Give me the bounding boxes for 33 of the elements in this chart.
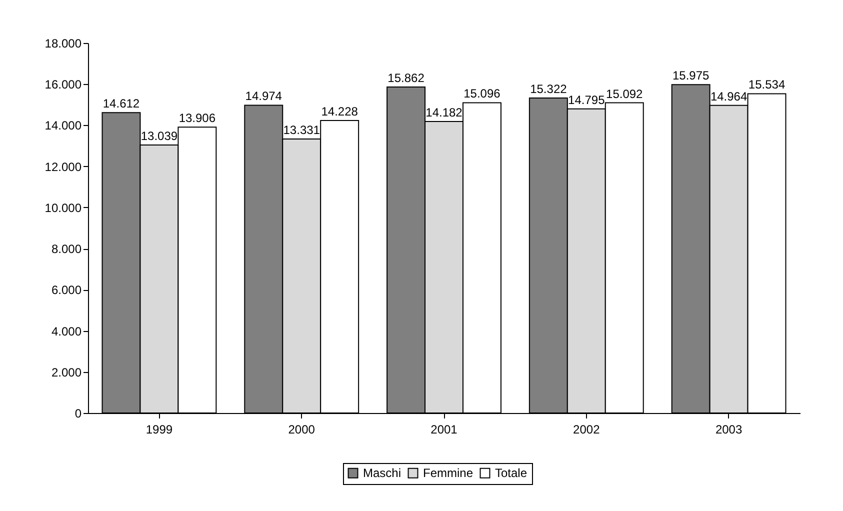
y-tick-label: 0 [74,406,82,420]
y-tick-label: 2.000 [51,365,82,380]
data-label: 15.534 [748,78,786,92]
data-label: 14.612 [102,96,140,111]
data-label: 15.975 [672,68,710,83]
legend-label: Maschi [363,466,402,480]
x-tick-label: 2001 [430,422,458,436]
data-label: 15.096 [464,86,501,101]
data-label: 13.331 [283,122,320,137]
data-label: 13.906 [178,111,216,126]
data-label: 13.039 [140,128,178,143]
y-tick-label: 16.000 [44,78,82,92]
data-label: 14.228 [321,104,358,119]
data-label: 14.182 [426,105,463,120]
legend-label: Totale [495,466,528,480]
y-tick-label: 12.000 [44,160,82,174]
data-label: 15.862 [388,70,425,85]
y-tick-label: 14.000 [44,118,82,133]
data-label: 14.795 [568,92,606,107]
x-tick-label: 2002 [573,422,600,436]
legend-label: Femmine [423,466,474,480]
y-tick-label: 10.000 [44,200,82,215]
y-tick-label: 4.000 [51,324,82,338]
x-tick-label: 1999 [146,422,173,436]
y-tick-label: 6.000 [51,283,82,298]
x-tick-label: 2003 [715,422,742,436]
data-label: 14.974 [245,89,282,104]
data-label: 15.322 [530,82,568,96]
data-label: 14.964 [710,89,748,104]
x-tick-label: 2000 [288,422,316,436]
y-tick-label: 18.000 [44,36,82,50]
y-tick-label: 8.000 [51,242,82,256]
data-label: 15.092 [606,86,644,101]
